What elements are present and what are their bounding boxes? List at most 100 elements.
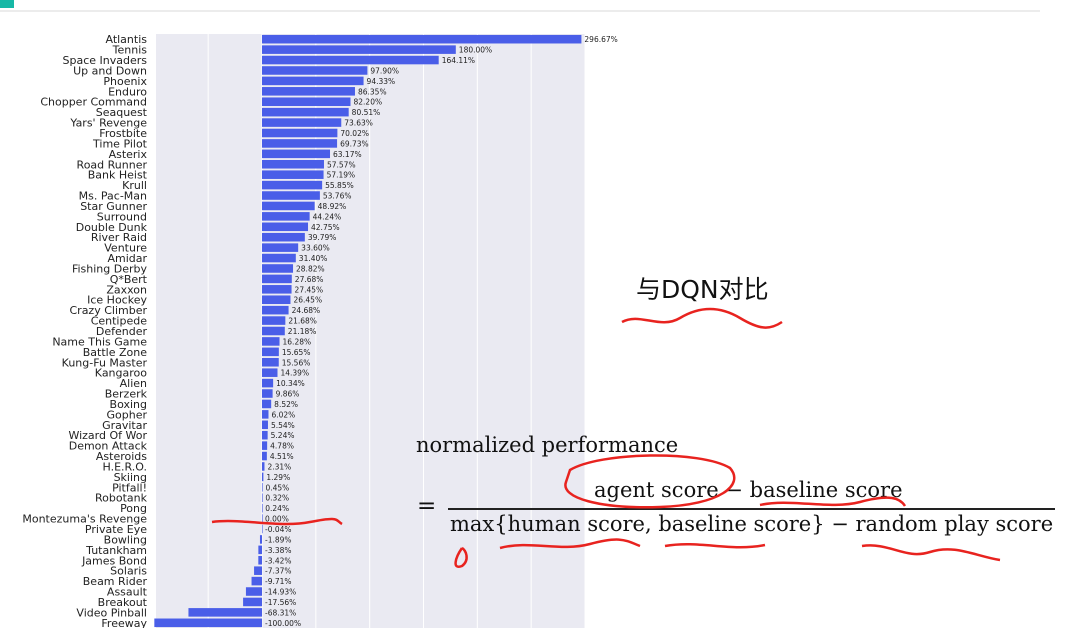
- bar: [262, 76, 364, 86]
- value-label: 16.28%: [283, 337, 312, 346]
- category-label: Bank Heist: [88, 169, 148, 182]
- category-label: Bowling: [104, 533, 147, 546]
- value-label: -100.00%: [265, 619, 301, 628]
- bar: [262, 34, 582, 44]
- category-label: Ms. Pac-Man: [79, 190, 147, 203]
- bar: [258, 545, 262, 555]
- category-label: Time Pilot: [92, 137, 148, 150]
- bar: [262, 191, 320, 200]
- value-label: 4.51%: [270, 452, 294, 461]
- category-label: Solaris: [110, 565, 147, 578]
- category-label: Asteroids: [96, 450, 147, 463]
- category-label: Star Gunner: [80, 200, 147, 213]
- bar: [262, 389, 273, 398]
- value-label: 14.39%: [280, 369, 309, 378]
- category-label: Skiing: [114, 471, 147, 484]
- bar: [262, 410, 269, 419]
- category-label: Q*Bert: [110, 273, 148, 286]
- category-label: Defender: [96, 325, 148, 338]
- category-label: Name This Game: [52, 335, 147, 348]
- value-labels: 296.67% 180.00%164.11% 97.90% 94.33%86.35% 8…: [265, 35, 618, 628]
- value-label: 15.56%: [282, 358, 311, 367]
- bar: [262, 159, 324, 169]
- formula-denominator: max{human score, baseline score} − rando…: [450, 512, 1054, 536]
- value-label: 42.75%: [311, 223, 340, 232]
- value-label: 180.00%: [459, 46, 492, 55]
- value-label: 31.40%: [299, 254, 328, 263]
- bar: [262, 232, 305, 242]
- bar: [262, 107, 349, 117]
- category-label: Montezuma's Revenge: [22, 513, 147, 526]
- value-label: 164.11%: [442, 56, 475, 65]
- value-label: 5.54%: [271, 421, 295, 430]
- category-label: Breakout: [98, 596, 148, 609]
- value-label: 63.17%: [333, 150, 362, 159]
- value-label: 57.19%: [327, 171, 356, 180]
- bar: [262, 305, 289, 315]
- category-label: Wizard Of Wor: [68, 429, 147, 442]
- value-label: 26.45%: [293, 296, 322, 305]
- category-label: Demon Attack: [69, 440, 148, 453]
- value-label: 27.68%: [295, 275, 324, 284]
- category-label: Crazy Climber: [69, 304, 147, 317]
- value-label: 27.45%: [295, 285, 324, 294]
- value-label: 86.35%: [358, 87, 387, 96]
- bar: [262, 378, 274, 388]
- bar: [262, 430, 268, 440]
- bar: [262, 441, 268, 450]
- category-label: Phoenix: [103, 75, 147, 88]
- formula-label: normalized performance: [416, 433, 679, 457]
- formula-numerator: agent score − baseline score: [594, 478, 903, 502]
- category-label: Video Pinball: [76, 606, 147, 619]
- value-label: 33.60%: [301, 244, 330, 253]
- category-label: Ice Hockey: [87, 294, 147, 307]
- value-label: 55.85%: [325, 181, 354, 190]
- value-label: 15.65%: [282, 348, 311, 357]
- bar: [262, 222, 309, 232]
- category-label: Up and Down: [73, 64, 147, 77]
- value-label: 70.02%: [340, 129, 369, 138]
- category-label: Double Dunk: [76, 221, 148, 234]
- bars: [154, 34, 582, 628]
- plot-background: [156, 34, 585, 628]
- category-label: Pong: [120, 502, 147, 515]
- bar: [262, 493, 263, 503]
- category-label: H.E.R.O.: [103, 460, 147, 473]
- bar: [262, 97, 351, 107]
- bar: [254, 566, 262, 575]
- category-label: Assault: [107, 586, 148, 599]
- category-label: Alien: [120, 377, 147, 390]
- bar: [262, 264, 294, 273]
- value-label: 0.32%: [265, 494, 289, 503]
- category-label: Atlantis: [105, 33, 147, 46]
- value-label: 53.76%: [323, 192, 352, 201]
- bar: [262, 45, 456, 54]
- bar: [262, 66, 368, 75]
- bar: [262, 201, 315, 211]
- value-label: 73.63%: [344, 119, 373, 128]
- value-label: 24.68%: [292, 306, 321, 315]
- bar: [262, 368, 278, 377]
- category-label: Pitfall!: [112, 481, 147, 494]
- value-label: 69.73%: [340, 139, 369, 148]
- category-label: Amidar: [107, 252, 147, 265]
- value-label: 21.18%: [288, 327, 317, 336]
- formula-equals: =: [417, 493, 437, 519]
- category-label: Beam Rider: [83, 575, 148, 588]
- value-label: -17.56%: [265, 598, 296, 607]
- value-label: 2.31%: [267, 462, 291, 471]
- value-label: -9.71%: [265, 577, 292, 586]
- category-label: Gravitar: [102, 419, 147, 432]
- bar: [245, 587, 262, 596]
- bar: [262, 451, 267, 461]
- bar: [261, 524, 263, 534]
- value-label: -1.89%: [265, 535, 292, 544]
- value-label: 48.92%: [318, 202, 347, 211]
- value-label: 6.02%: [271, 410, 295, 419]
- bar: [262, 118, 342, 127]
- category-label: River Raid: [91, 231, 147, 244]
- category-label: Gopher: [107, 408, 148, 421]
- value-label: 10.34%: [276, 379, 305, 388]
